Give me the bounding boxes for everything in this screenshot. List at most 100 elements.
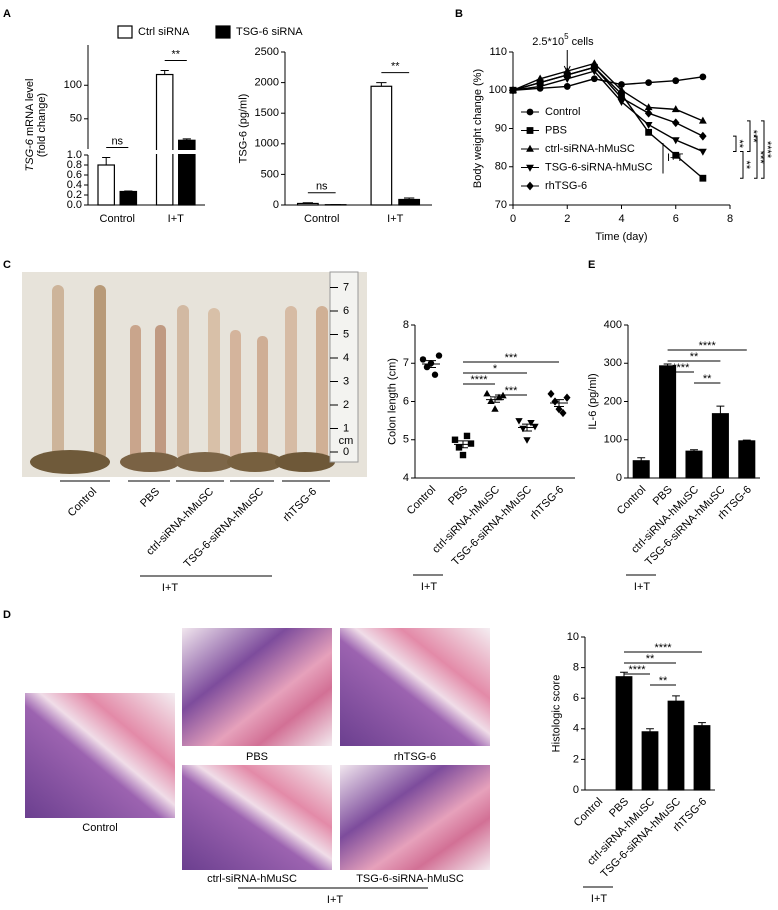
y-tick-label: 6 (573, 692, 579, 704)
annotation-arrow (563, 50, 571, 74)
ruler-label: 5 (343, 328, 349, 340)
bar (641, 731, 659, 791)
significance-label: **** (672, 362, 690, 374)
y-tick-label: 6 (403, 395, 409, 407)
group-label: I+T (634, 581, 650, 593)
y-tick-label: 90 (495, 122, 507, 134)
y-tick-label: 500 (261, 168, 279, 180)
series-marker (644, 108, 653, 118)
annotation-text: 2.5*10 (532, 36, 564, 48)
histology-image (340, 765, 490, 870)
ruler-label: 0 (343, 446, 349, 458)
error-bar (403, 197, 415, 200)
x-tick-label: PBS (446, 484, 470, 508)
legend-marker (526, 181, 534, 191)
series-line (512, 62, 704, 122)
colon-end (275, 452, 335, 472)
error-bar (646, 728, 654, 732)
histology-caption: rhTSG-6 (394, 751, 436, 763)
significance-label: **** (654, 642, 672, 654)
annotation-suffix: cells (569, 36, 595, 48)
bar (155, 73, 174, 206)
data-point (487, 397, 495, 405)
data-point (431, 371, 439, 378)
significance-bracket (747, 120, 751, 152)
panel-letter: D (3, 609, 11, 621)
error-bar (302, 202, 314, 204)
ruler-unit: cm (339, 435, 354, 447)
significance-label: **** (628, 664, 646, 676)
series-marker (698, 116, 707, 124)
photo-labels: Control PBS ctrl-siRNA-hMuSC TSG-6-siRNA… (60, 480, 330, 594)
data-point (559, 408, 567, 418)
x-tick-label: rhTSG-6 (528, 484, 566, 522)
y-tick-label: 110 (489, 46, 507, 58)
y-tick-label: 4 (573, 723, 579, 735)
series-line (512, 70, 704, 153)
bar (178, 139, 196, 206)
colon-photo (22, 271, 367, 477)
data-point (459, 451, 467, 459)
photo-label: PBS (138, 486, 162, 510)
bar (685, 450, 703, 479)
error-bar (160, 69, 169, 75)
legend-label: PBS (545, 124, 567, 136)
series-marker (617, 93, 626, 103)
legend-swatch (117, 25, 133, 39)
legend-marker (526, 108, 534, 116)
x-tick-label: Control (405, 484, 439, 518)
significance-label: ** (703, 373, 712, 385)
x-tick-label: 0 (510, 213, 516, 225)
legend-marker (526, 164, 534, 172)
data-point (491, 405, 499, 412)
photo-background (22, 272, 367, 477)
photo-label: Control (66, 486, 100, 520)
series-marker (563, 70, 571, 80)
colon (155, 325, 166, 460)
y-axis-label: TSG-6 (pg/ml) (238, 94, 250, 164)
bar (615, 676, 633, 791)
error-bar (376, 82, 387, 87)
data-point (435, 352, 443, 359)
photo-label: rhTSG-6 (281, 486, 319, 524)
series-marker (698, 148, 707, 156)
panel-letter: C (3, 259, 11, 271)
data-point (467, 440, 475, 447)
histology-caption: Control (82, 822, 117, 834)
ruler-label: 7 (343, 281, 349, 293)
error-bar (637, 457, 646, 461)
significance-label: *** (505, 352, 519, 364)
legend-group-label: I+T (667, 152, 683, 164)
significance-bracket (733, 135, 737, 152)
y-tick-label: 80 (495, 161, 507, 173)
error-bar (182, 138, 191, 141)
series-marker (672, 118, 680, 128)
series-marker (617, 99, 626, 106)
axis-break (82, 150, 207, 154)
data-point (547, 389, 555, 399)
y-axis-label-part: mRNA level (24, 79, 36, 140)
error-bar (102, 157, 111, 165)
significance-label: ** (659, 675, 668, 687)
histology-caption: PBS (246, 751, 268, 763)
legend-swatch (215, 25, 231, 39)
bar (632, 460, 650, 479)
y-tick-label: 4 (403, 472, 409, 484)
histology-caption: TSG-6-siRNA-hMuSC (356, 873, 464, 885)
series-marker (672, 77, 680, 85)
legend-label: Control (545, 106, 580, 118)
y-tick-label: 10 (567, 631, 579, 643)
series-marker (644, 121, 653, 129)
significance-label: ** (690, 351, 699, 363)
annotation-superscript: 5 (564, 32, 569, 41)
colon (208, 308, 220, 460)
error-bar (124, 190, 133, 192)
colon-end (227, 452, 283, 472)
series-marker (671, 137, 680, 145)
significance-label: ** (646, 653, 655, 665)
y-tick-label: 0.4 (67, 179, 82, 191)
y-tick-label: 1.0 (67, 149, 82, 161)
bar (659, 365, 677, 479)
y-tick-label: 8 (573, 662, 579, 674)
histology-image (182, 765, 332, 870)
